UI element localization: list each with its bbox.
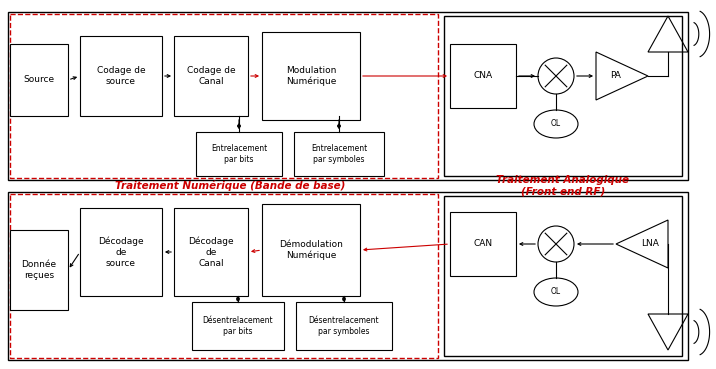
Text: Décodage
de
source: Décodage de source <box>98 236 144 268</box>
Text: Désentrelacement
par symboles: Désentrelacement par symboles <box>309 316 379 336</box>
Text: Codage de
source: Codage de source <box>97 66 145 86</box>
Text: CNA: CNA <box>473 72 493 80</box>
Bar <box>8 12 688 180</box>
Text: OL: OL <box>551 120 561 128</box>
Bar <box>10 194 438 358</box>
Bar <box>294 132 384 176</box>
Bar <box>174 36 248 116</box>
Bar <box>296 302 392 350</box>
Bar <box>444 16 682 176</box>
Text: PA: PA <box>610 72 621 80</box>
Bar <box>450 44 516 108</box>
Bar <box>444 196 682 356</box>
Text: Désentrelacement
par bits: Désentrelacement par bits <box>203 316 274 336</box>
Bar <box>10 230 68 310</box>
Text: Source: Source <box>24 76 54 85</box>
Bar <box>80 36 162 116</box>
Bar <box>10 44 68 116</box>
Text: Traitement Analogique
(Front end RF): Traitement Analogique (Front end RF) <box>496 175 629 197</box>
Bar <box>450 212 516 276</box>
Text: Démodulation
Numérique: Démodulation Numérique <box>279 239 343 261</box>
Bar <box>10 14 438 178</box>
Text: LNA: LNA <box>641 239 659 248</box>
Bar <box>196 132 282 176</box>
Bar <box>262 32 360 120</box>
Bar <box>174 208 248 296</box>
Text: Entrelacement
par symboles: Entrelacement par symboles <box>311 144 367 164</box>
Text: Entrelacement
par bits: Entrelacement par bits <box>211 144 267 164</box>
Text: Décodage
de
Canal: Décodage de Canal <box>188 236 234 268</box>
Bar <box>262 204 360 296</box>
Text: CAN: CAN <box>473 239 493 248</box>
Text: Donnée
reçues: Donnée reçues <box>21 260 57 280</box>
Bar <box>192 302 284 350</box>
Text: OL: OL <box>551 287 561 297</box>
Text: Traitement Numérique (Bande de base): Traitement Numérique (Bande de base) <box>115 181 345 191</box>
Text: Modulation
Numérique: Modulation Numérique <box>286 66 337 86</box>
Bar <box>8 192 688 360</box>
Bar <box>80 208 162 296</box>
Text: Codage de
Canal: Codage de Canal <box>187 66 236 86</box>
